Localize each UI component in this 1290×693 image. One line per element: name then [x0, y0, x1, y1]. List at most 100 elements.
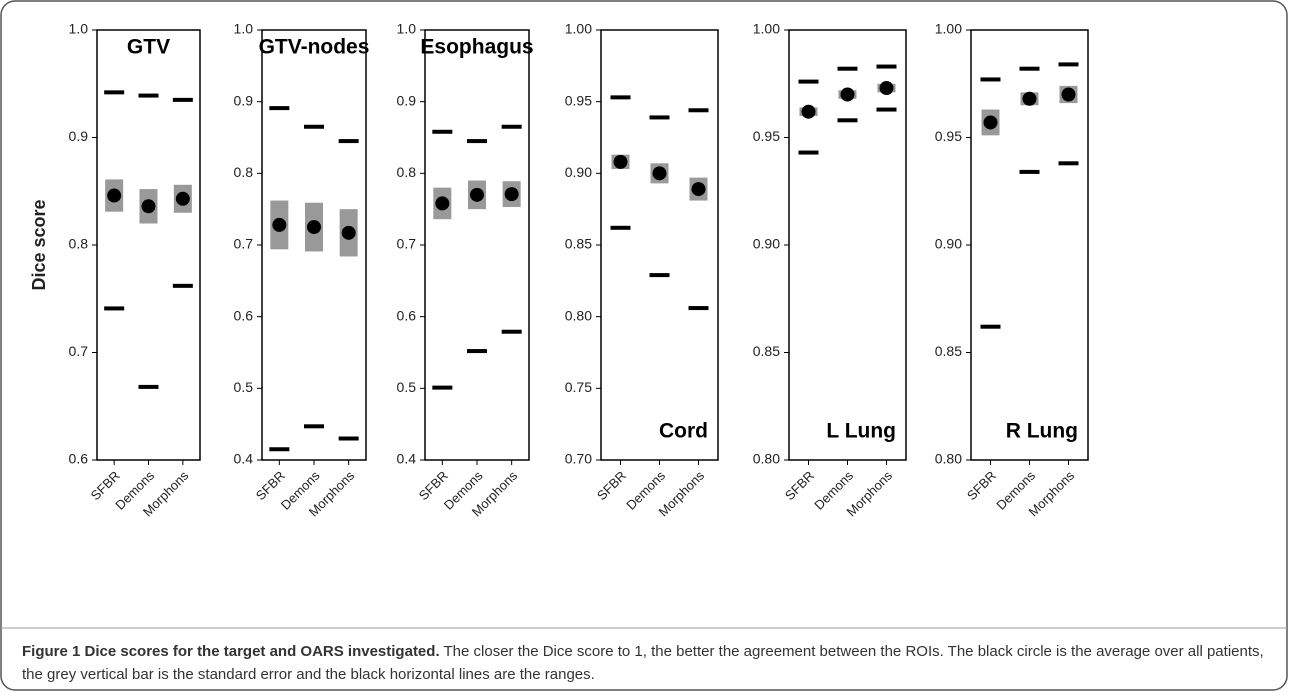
y-tick-label: 0.7 [234, 236, 254, 252]
panel-title: L Lung [826, 420, 896, 443]
range-min [432, 385, 453, 390]
range-max [172, 97, 193, 102]
range-min [172, 283, 193, 288]
plot-frame [600, 29, 719, 461]
mean-marker [691, 182, 706, 197]
y-tick-label: 0.85 [935, 343, 962, 359]
y-tick-label: 1.0 [69, 21, 89, 37]
range-max [798, 79, 819, 84]
y-tick-label: 0.9 [234, 92, 254, 108]
mean-marker [272, 217, 287, 232]
y-tick-label: 1.00 [935, 21, 962, 37]
caption-text: The closer the Dice score to 1, the bett… [22, 643, 1264, 683]
range-max [876, 64, 897, 69]
y-tick-label: 0.95 [753, 128, 780, 144]
y-tick-label: 0.95 [565, 92, 592, 108]
range-min [269, 447, 290, 452]
range-min [501, 329, 522, 334]
range-min [138, 384, 159, 389]
range-min [304, 424, 324, 429]
range-min [798, 150, 819, 155]
range-max [304, 124, 324, 129]
mean-marker [613, 154, 628, 169]
range-max [467, 139, 487, 144]
range-min [688, 306, 709, 311]
range-max [1019, 66, 1040, 71]
x-tick-label: SFBR [964, 468, 999, 503]
mean-marker [107, 188, 122, 203]
mean-marker [1061, 87, 1076, 102]
panel-title: Cord [659, 420, 708, 443]
range-min [980, 324, 1001, 329]
range-max [338, 139, 359, 144]
y-tick-label: 0.70 [565, 451, 592, 467]
y-tick-label: 1.00 [753, 21, 780, 37]
range-max [1058, 62, 1079, 67]
x-tick-label: SFBR [782, 468, 817, 503]
mean-marker [175, 191, 190, 206]
caption-title: Figure 1 Dice scores for the target and … [22, 643, 440, 660]
range-max [649, 115, 670, 120]
y-tick-label: 0.6 [69, 451, 89, 467]
mean-marker [307, 220, 321, 235]
range-min [467, 349, 487, 354]
mean-marker [1022, 91, 1037, 106]
y-tick-label: 0.7 [69, 343, 89, 359]
range-min [837, 118, 858, 123]
y-tick-label: 0.90 [565, 164, 592, 180]
mean-marker [801, 104, 816, 119]
range-min [1019, 169, 1040, 174]
caption: Figure 1 Dice scores for the target and … [22, 640, 1272, 686]
mean-marker [435, 196, 450, 211]
y-tick-label: 0.90 [935, 236, 962, 252]
range-min [1058, 161, 1079, 166]
y-tick-label: 0.4 [234, 451, 254, 467]
y-tick-label: 0.8 [234, 164, 254, 180]
y-tick-label: 0.6 [234, 307, 254, 323]
mean-marker [652, 166, 667, 181]
y-tick-label: 0.9 [397, 92, 417, 108]
range-max [432, 129, 453, 134]
range-min [610, 225, 631, 230]
y-tick-label: 0.4 [397, 451, 417, 467]
mean-marker [879, 81, 894, 96]
mean-marker [983, 115, 998, 130]
plot-frame [424, 29, 530, 461]
range-max [104, 90, 125, 95]
x-tick-label: SFBR [594, 468, 629, 503]
y-tick-label: 0.80 [935, 451, 962, 467]
y-tick-label: 0.5 [234, 379, 254, 395]
range-min [338, 436, 359, 441]
mean-marker [504, 187, 519, 202]
y-tick-label: 0.95 [935, 128, 962, 144]
y-tick-label: 0.9 [69, 128, 89, 144]
y-tick-label: 0.80 [753, 451, 780, 467]
y-tick-label: 0.5 [397, 379, 417, 395]
y-tick-label: 0.7 [397, 236, 417, 252]
y-tick-label: 0.85 [565, 236, 592, 252]
y-tick-label: 1.0 [397, 21, 417, 37]
y-tick-label: 1.00 [565, 21, 592, 37]
range-min [649, 273, 670, 278]
mean-marker [341, 225, 356, 240]
panel-title: GTV-nodes [259, 36, 370, 59]
range-min [104, 306, 125, 311]
y-tick-label: 0.8 [69, 236, 89, 252]
panel-title: Esophagus [420, 36, 533, 59]
panel-title: GTV [127, 36, 170, 59]
range-min [876, 107, 897, 112]
mean-marker [141, 199, 156, 214]
y-axis-label: Dice score [29, 199, 49, 290]
range-max [269, 106, 290, 111]
range-max [837, 66, 858, 71]
y-tick-label: 0.90 [753, 236, 780, 252]
panel-title: R Lung [1006, 420, 1078, 443]
y-tick-label: 0.8 [397, 164, 417, 180]
y-tick-label: 0.80 [565, 307, 592, 323]
y-tick-label: 1.0 [234, 21, 254, 37]
range-max [610, 95, 631, 100]
y-tick-label: 0.75 [565, 379, 592, 395]
